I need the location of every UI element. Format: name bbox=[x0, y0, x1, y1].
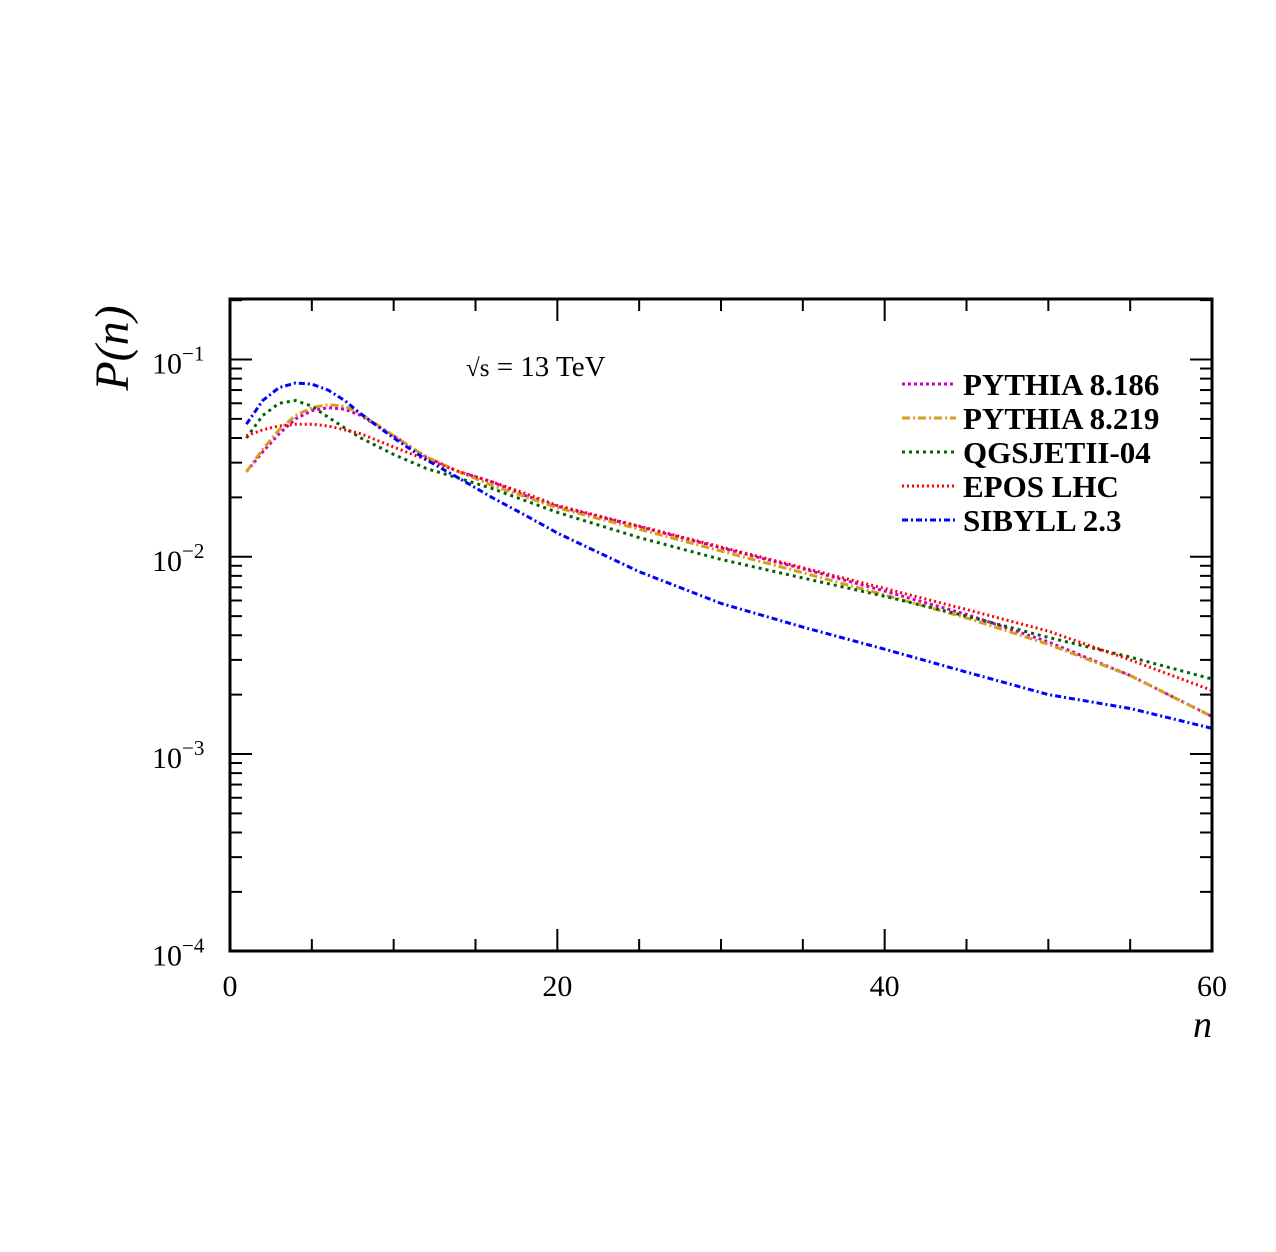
legend-label-qgsjetii-04: QGSJETII-04 bbox=[963, 435, 1151, 470]
sqrt-s-symbol: √s bbox=[466, 355, 489, 382]
series-line-epos-lhc bbox=[245, 422, 1212, 692]
energy-annotation-text: = 13 TeV bbox=[489, 351, 605, 383]
y-tick-labels: 10−1 10−2 10−3 10−4 bbox=[152, 342, 205, 973]
series-layer bbox=[245, 381, 1212, 730]
legend-label-epos-lhc: EPOS LHC bbox=[963, 469, 1119, 504]
y-tick-label: 10−3 bbox=[152, 736, 204, 775]
energy-annotation: √s = 13 TeV bbox=[466, 351, 606, 383]
x-tick-label: 40 bbox=[870, 970, 900, 1003]
x-axis-title: n bbox=[1193, 1004, 1212, 1046]
y-tick-label: 10−2 bbox=[152, 539, 204, 578]
y-tick-label: 10−1 bbox=[152, 342, 204, 381]
legend-label-pythia-8-186: PYTHIA 8.186 bbox=[963, 367, 1159, 402]
series-line-pythia-8-219 bbox=[245, 403, 1212, 718]
series-line-pythia-8-186 bbox=[245, 406, 1212, 718]
series-line-sibyll-2-3 bbox=[245, 381, 1212, 730]
plot-frame bbox=[228, 297, 1214, 953]
y-axis-title: P(n) bbox=[86, 305, 139, 391]
legend-label-pythia-8-219: PYTHIA 8.219 bbox=[963, 401, 1159, 436]
x-tick-labels: 0 20 40 60 bbox=[223, 970, 1228, 1003]
legend-label-sibyll-2-3: SIBYLL 2.3 bbox=[963, 503, 1122, 538]
ticks-layer bbox=[229, 299, 1213, 953]
x-tick-label: 20 bbox=[542, 970, 572, 1003]
x-tick-label: 0 bbox=[223, 970, 238, 1003]
y-tick-label: 10−4 bbox=[152, 933, 205, 972]
x-tick-label: 60 bbox=[1197, 970, 1227, 1003]
